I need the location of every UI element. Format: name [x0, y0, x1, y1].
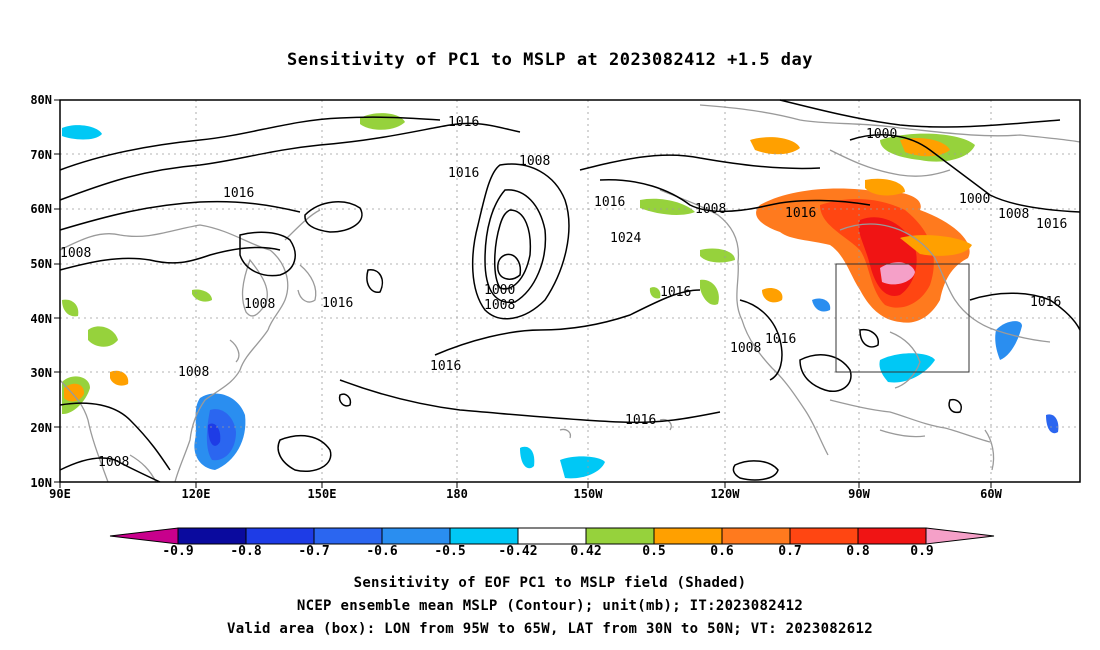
colorbar-label: -0.9	[162, 544, 194, 559]
colorbar-segment	[313, 527, 383, 545]
contour-label: 1016	[785, 206, 816, 221]
lon-label-120e: 120E	[181, 487, 211, 501]
contour-label: 1008	[998, 207, 1029, 222]
colorbar-label: 0.9	[910, 544, 934, 559]
lon-label-90w: 90W	[848, 487, 870, 501]
lon-label-60w: 60W	[980, 487, 1002, 501]
contour-label: 1024	[610, 231, 641, 246]
colorbar-segment	[517, 527, 587, 545]
lat-label-50n: 50N	[30, 257, 52, 271]
lon-label-150e: 150E	[307, 487, 337, 501]
colorbar-label: -0.7	[298, 544, 330, 559]
lat-label-80n: 80N	[30, 93, 52, 107]
valid-area-box	[835, 263, 970, 373]
axis-ticks	[54, 99, 992, 488]
contour-label: 1016	[625, 413, 656, 428]
contour-label: 1000	[484, 283, 515, 298]
lon-label-150w: 150W	[573, 487, 603, 501]
sensitivity-shading	[62, 113, 1059, 479]
lat-label-40n: 40N	[30, 312, 52, 326]
contour-label: 1008	[695, 202, 726, 217]
contour-label: 1016	[322, 296, 353, 311]
contour-label: 1000	[959, 192, 990, 207]
map-frame	[59, 99, 1081, 483]
contour-label: 1016	[448, 166, 479, 181]
contour-labels: 1016 1016 1008 1016 1016 1008 1024 1000 …	[60, 115, 1067, 470]
mslp-contours	[59, 99, 1081, 483]
contour-label: 1016	[448, 115, 479, 130]
map-gridlines	[60, 100, 1080, 482]
lat-label-20n: 20N	[30, 421, 52, 435]
contour-label: 1008	[178, 365, 209, 380]
colorbar-segment	[789, 527, 859, 545]
colorbar-segment	[585, 527, 655, 545]
colorbar-label: 0.7	[778, 544, 802, 559]
lat-label-70n: 70N	[30, 148, 52, 162]
contour-label: 1016	[594, 195, 625, 210]
lon-label-120w: 120W	[710, 487, 740, 501]
contour-label: 1008	[244, 297, 275, 312]
contour-label: 1016	[765, 332, 796, 347]
lat-label-30n: 30N	[30, 366, 52, 380]
caption-line-2: NCEP ensemble mean MSLP (Contour); unit(…	[296, 598, 804, 614]
contour-label: 1016	[223, 186, 254, 201]
colorbar-segment	[245, 527, 315, 545]
contour-label: 1008	[519, 154, 550, 169]
contour-label: 1016	[660, 285, 691, 300]
colorbar-segment	[177, 527, 247, 545]
colorbar-segment	[381, 527, 451, 545]
colorbar-label: 0.42	[570, 544, 602, 559]
contour-label: 1016	[1036, 217, 1067, 232]
colorbar-label: 0.5	[642, 544, 666, 559]
coastlines	[59, 104, 1081, 483]
colorbar-label: 0.6	[710, 544, 734, 559]
colorbar-label: -0.5	[434, 544, 466, 559]
colorbar-segment	[857, 527, 927, 545]
colorbar-segment	[653, 527, 723, 545]
caption-line-1: Sensitivity of EOF PC1 to MSLP field (Sh…	[353, 575, 747, 591]
map-title: Sensitivity of PC1 to MSLP at 2023082412…	[286, 50, 813, 70]
lon-label-90e: 90E	[49, 487, 71, 501]
contour-label: 1008	[730, 341, 761, 356]
contour-label: 1008	[484, 298, 515, 313]
colorbar-arrow-left	[109, 527, 179, 545]
colorbar-label: -0.42	[498, 544, 538, 559]
contour-label: 1008	[98, 455, 129, 470]
lat-label-60n: 60N	[30, 202, 52, 216]
lon-label-180: 180	[446, 487, 468, 501]
colorbar-label: -0.8	[230, 544, 262, 559]
contour-label: 1016	[1030, 295, 1061, 310]
lat-label-10n: 10N	[30, 476, 52, 490]
colorbar-label: 0.8	[846, 544, 870, 559]
caption-line-3: Valid area (box): LON from 95W to 65W, L…	[227, 621, 873, 637]
contour-label: 1016	[430, 359, 461, 374]
colorbar-segment	[721, 527, 791, 545]
colorbar-arrow-right	[925, 527, 995, 545]
contour-label: 1000	[866, 127, 897, 142]
colorbar-segment	[449, 527, 519, 545]
colorbar-label: -0.6	[366, 544, 398, 559]
contour-label: 1008	[60, 246, 91, 261]
colorbar	[109, 527, 995, 545]
